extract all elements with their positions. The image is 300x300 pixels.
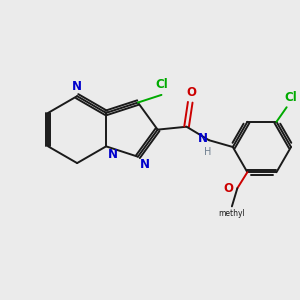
Text: O: O	[224, 182, 234, 195]
Text: N: N	[72, 80, 82, 93]
Text: methyl: methyl	[218, 209, 245, 218]
Text: N: N	[140, 158, 149, 171]
Text: H: H	[204, 147, 211, 157]
Text: O: O	[187, 86, 197, 99]
Text: Cl: Cl	[155, 78, 168, 92]
Text: N: N	[108, 148, 118, 161]
Text: N: N	[198, 132, 208, 145]
Text: Cl: Cl	[285, 91, 297, 104]
